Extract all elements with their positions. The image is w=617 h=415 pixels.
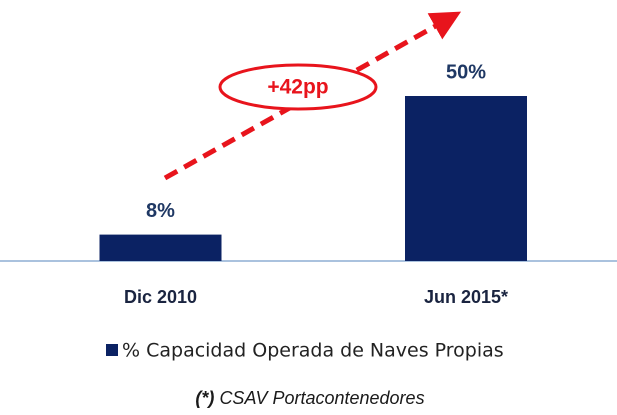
annotation: +42pp bbox=[267, 76, 328, 99]
legend-swatch bbox=[106, 344, 118, 356]
footnote-marker: (*) bbox=[195, 388, 214, 408]
footnote: (*) CSAV Portacontenedores bbox=[195, 388, 424, 408]
legend-label: % Capacidad Operada de Naves Propias bbox=[122, 340, 504, 362]
value-label: 50% bbox=[446, 61, 486, 83]
x-tick-label: Dic 2010 bbox=[124, 287, 197, 307]
value-label: 8% bbox=[146, 200, 175, 222]
x-tick-label: Jun 2015* bbox=[424, 287, 508, 307]
footnote-text: CSAV Portacontenedores bbox=[219, 388, 424, 408]
bar bbox=[99, 234, 222, 261]
bar bbox=[405, 96, 527, 261]
annotation-ellipse bbox=[218, 63, 378, 111]
